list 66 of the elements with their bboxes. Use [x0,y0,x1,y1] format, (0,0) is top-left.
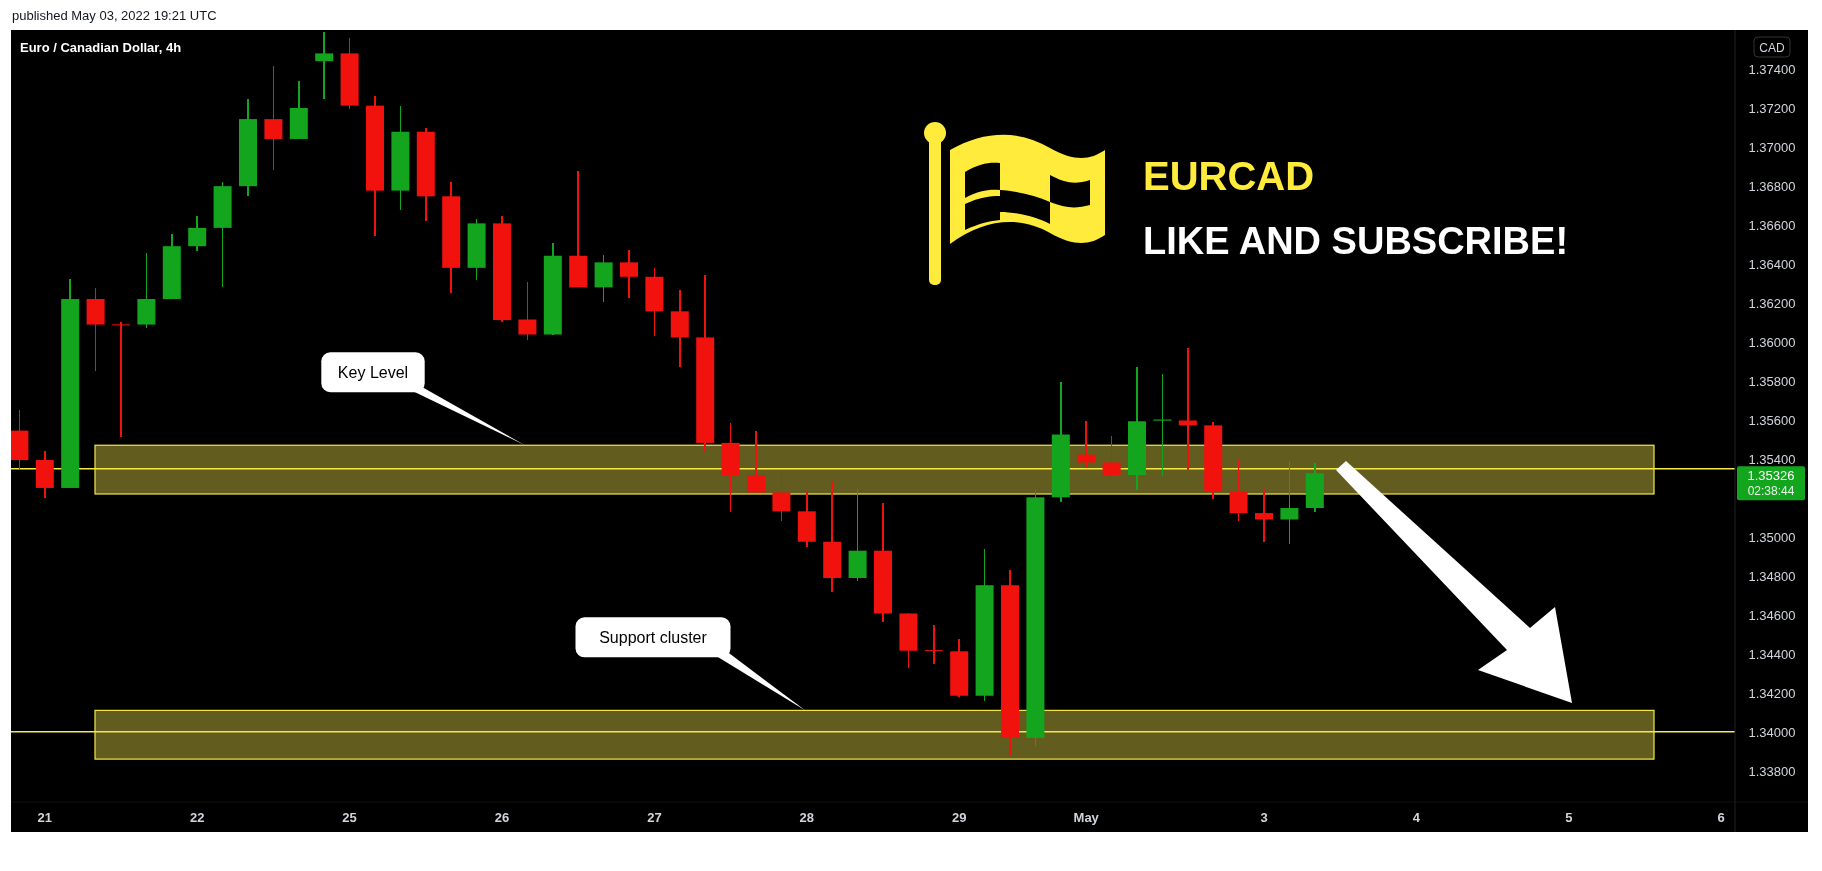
y-tick-label: 1.34800 [1748,568,1796,584]
y-tick-label: 1.37000 [1748,139,1796,155]
y-tick-label: 1.36000 [1748,334,1796,350]
y-tick-label: 1.33800 [1748,763,1796,779]
candlestick [1305,462,1324,513]
annotation: Key Level [337,364,409,382]
x-tick-label: 4 [1412,810,1421,825]
candlestick [137,252,156,329]
y-tick-label: 1.35400 [1748,451,1796,467]
y-tick-label: 1.37400 [1748,61,1796,77]
candlestick [1026,489,1045,747]
x-tick-label: 29 [951,810,967,825]
candlestick [1102,435,1121,480]
x-tick-label: 21 [37,810,53,825]
y-tick-label: 1.35800 [1748,373,1796,389]
annotation: Support cluster [599,629,708,647]
x-tick-label: 27 [647,810,662,825]
candlestick [264,64,283,171]
x-tick-label: 28 [799,810,815,825]
candlestick [11,409,29,471]
candlestick [899,612,918,670]
y-tick-label: 1.35000 [1748,529,1796,545]
candlestick [213,181,232,288]
y-tick-label: 1.34600 [1748,607,1796,623]
candlestick [772,471,791,523]
y-tick-label: 1.34000 [1748,724,1796,740]
candlestick [721,422,740,514]
candlestick [1280,460,1299,545]
candlestick [848,488,867,582]
candlestick [950,638,969,699]
candlestick [797,489,816,549]
candlestick [975,548,994,703]
x-tick-label: 26 [494,810,510,825]
candlestick [467,218,486,281]
text: Euro / Canadian Dollar, 4h [20,40,182,55]
candlestick [391,104,410,211]
chart-subtitle: published May 03, 2022 19:21 UTC [12,8,217,23]
y-tick-label: 1.34400 [1748,646,1796,662]
candlestick [620,249,638,299]
y-tick-label: 1.36200 [1748,295,1796,311]
y-axis-title: CAD [1759,41,1785,55]
y-tick-label: 1.36600 [1748,217,1796,233]
x-tick-label: May [1073,810,1100,825]
y-tick-label: 1.36800 [1748,178,1796,194]
y-tick-label: 1.36400 [1748,256,1796,272]
x-tick-label: 22 [189,810,205,825]
x-tick-label: 5 [1565,810,1573,825]
candlestick [340,37,359,110]
candlestick [315,31,334,100]
y-tick-label: 1.35600 [1748,412,1796,428]
text: 1.35326 [1747,468,1795,484]
candlestick [1255,487,1273,543]
candlestick [1178,346,1197,472]
y-tick-label: 1.37200 [1748,100,1796,116]
x-tick-label: 25 [342,810,357,825]
y-tick-label: 1.34200 [1748,685,1796,701]
candlestick [1229,459,1248,523]
candlestick [594,253,613,303]
candlestick [645,267,664,337]
x-tick-label: 6 [1717,810,1725,825]
candlestick [86,287,105,372]
candlestick [518,281,537,341]
annotation: LIKE AND SUBSCRIBE! [1143,220,1569,262]
text: 02:38:44 [1747,484,1795,499]
x-tick-label: 3 [1260,810,1268,825]
annotation: EURCAD [1143,154,1315,198]
